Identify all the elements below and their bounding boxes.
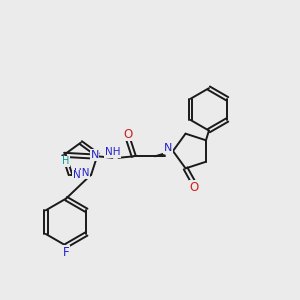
Text: N: N [90, 150, 99, 160]
Text: O: O [123, 128, 133, 141]
Text: NH: NH [105, 148, 120, 158]
Text: HN: HN [74, 168, 89, 178]
Text: H: H [62, 156, 69, 166]
Text: N: N [164, 143, 172, 153]
Text: F: F [63, 246, 69, 259]
Text: O: O [190, 181, 199, 194]
Text: N: N [73, 170, 81, 180]
